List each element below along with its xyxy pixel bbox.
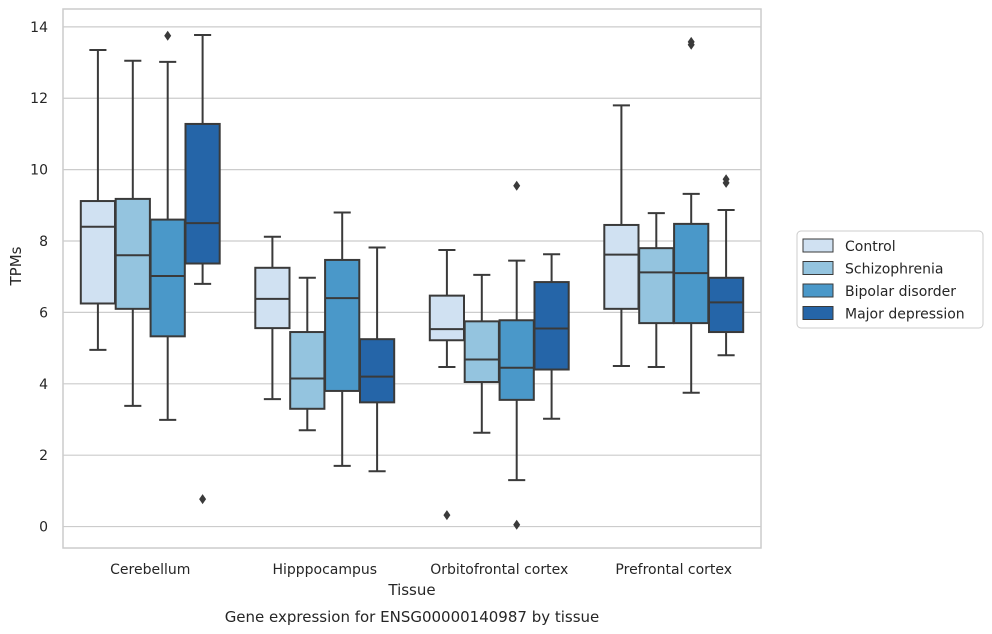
y-tick-label: 12 (30, 91, 48, 107)
box (428, 248, 466, 521)
series-major-depression (184, 34, 745, 505)
box-body (358, 338, 396, 404)
box-body (533, 281, 570, 371)
x-axis-ticks: Cerebellum Hipppocampus Orbitofrontal cort… (110, 562, 732, 578)
series-bipolar-disorder (149, 30, 710, 530)
box (673, 36, 710, 394)
box-body (324, 258, 361, 392)
legend-swatch (802, 238, 834, 253)
legend-frame (796, 230, 984, 329)
legend-label: Bipolar disorder (845, 284, 956, 300)
y-tick-label: 8 (39, 234, 48, 250)
box-body (149, 218, 186, 338)
box (707, 174, 745, 357)
box (254, 235, 291, 401)
y-tick-label: 6 (39, 305, 48, 321)
outlier-point (443, 510, 451, 521)
legend-swatch (802, 283, 834, 298)
outlier-point (199, 494, 207, 505)
y-tick-label: 2 (39, 448, 48, 464)
outlier-point (513, 519, 521, 530)
box-body (638, 247, 675, 325)
x-tick-label: Prefrontal cortex (615, 562, 732, 578)
y-axis-label: TPMs (7, 246, 25, 286)
legend-swatch (802, 306, 834, 320)
box-body (184, 122, 221, 265)
legend-label: Control (845, 239, 896, 255)
box (533, 253, 570, 420)
legend-label: Schizophrenia (845, 262, 943, 278)
box (638, 212, 675, 369)
chart-caption: Gene expression for ENSG00000140987 by t… (225, 608, 600, 626)
box-groups (79, 30, 745, 530)
outlier-point (513, 180, 521, 191)
box-body (498, 319, 535, 401)
box (184, 34, 221, 505)
outlier-point (164, 30, 172, 41)
y-tick-label: 10 (30, 163, 48, 179)
x-axis-label: Tissue (387, 581, 435, 599)
box (149, 30, 186, 421)
x-tick-label: Hipppocampus (272, 562, 377, 578)
box-body (289, 331, 326, 410)
box-body (707, 276, 745, 334)
box-body (603, 223, 640, 310)
box (114, 59, 151, 407)
plot-frame (62, 8, 762, 549)
legend-label: Major depression (845, 307, 965, 323)
legend: Control Schizophrenia Bipolar disorder Majo… (796, 230, 984, 329)
y-tick-label: 14 (30, 20, 48, 36)
outlier-point (687, 36, 695, 47)
box (79, 49, 117, 351)
box-body (463, 320, 500, 384)
box (463, 273, 500, 434)
x-tick-label: Cerebellum (110, 562, 190, 578)
y-tick-label: 4 (39, 377, 48, 393)
box-body (79, 200, 117, 305)
box-body (428, 294, 466, 342)
box (324, 211, 361, 467)
legend-swatch (802, 261, 834, 275)
y-tick-label: 0 (39, 520, 48, 536)
box (603, 104, 640, 367)
series-schizophrenia (114, 59, 675, 434)
series-control (79, 49, 640, 521)
x-tick-label: Orbitofrontal cortex (430, 562, 568, 578)
y-axis-ticks: 0 2 4 6 8 10 12 14 (30, 20, 48, 536)
outlier-point (722, 174, 730, 185)
box-body (114, 197, 151, 310)
box (289, 276, 326, 432)
box (498, 180, 535, 530)
box (358, 246, 396, 473)
